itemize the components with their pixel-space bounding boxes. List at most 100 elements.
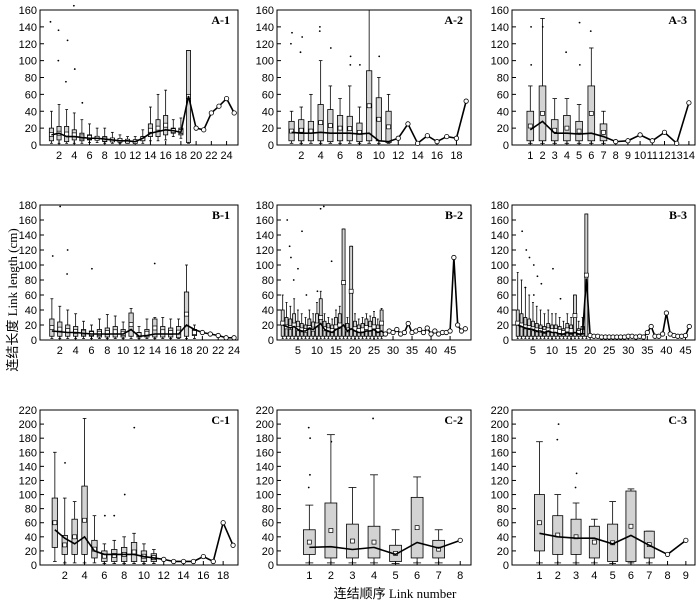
- mean-marker: [541, 111, 545, 115]
- mean-point: [391, 330, 395, 334]
- mean-point: [455, 323, 459, 327]
- y-tick-label: 80: [497, 504, 509, 516]
- x-tick-label: 1: [527, 150, 533, 162]
- outlier-point: [565, 51, 567, 53]
- x-tick-label: 14: [412, 150, 424, 162]
- outlier-point: [58, 29, 60, 31]
- mean-marker: [132, 550, 136, 554]
- y-tick-label: 40: [25, 305, 37, 317]
- mean-point: [202, 128, 206, 132]
- x-tick-label: 15: [330, 345, 342, 357]
- mean-point: [181, 559, 185, 563]
- y-tick-label: 160: [491, 215, 509, 227]
- x-tick-label: 6: [414, 570, 420, 582]
- y-tick-label: 200: [19, 419, 37, 431]
- outlier-point: [52, 255, 54, 257]
- y-tick-label: 120: [19, 39, 37, 51]
- outlier-point: [579, 22, 581, 24]
- y-tick-label: 40: [262, 305, 274, 317]
- x-tick-label: 8: [121, 570, 127, 582]
- mean-marker: [380, 321, 384, 325]
- mean-point: [458, 538, 462, 542]
- x-tick-label: 5: [576, 150, 582, 162]
- y-tick-label: 80: [25, 73, 37, 85]
- x-tick-label: 16: [165, 345, 177, 357]
- y-tick-label: 60: [262, 290, 274, 302]
- outlier-point: [308, 427, 310, 429]
- y-tick-label: 60: [497, 89, 509, 101]
- y-tick-label: 180: [256, 200, 274, 212]
- outlier-point: [319, 26, 321, 28]
- outlier-point: [558, 423, 560, 425]
- mean-point: [660, 332, 664, 336]
- y-tick-label: 180: [256, 433, 274, 445]
- y-tick-label: 220: [256, 405, 274, 417]
- mean-marker: [364, 326, 368, 330]
- outlier-point: [65, 81, 67, 83]
- outlier-point: [290, 257, 292, 259]
- x-tick-label: 8: [104, 345, 110, 357]
- y-tick-label: 140: [256, 461, 274, 473]
- x-tick-label: 25: [368, 345, 380, 357]
- outlier-point: [530, 64, 532, 66]
- x-tick-label: 12: [129, 150, 141, 162]
- y-tick-label: 100: [491, 490, 509, 502]
- mean-marker: [148, 128, 152, 132]
- outlier-point: [540, 283, 542, 285]
- y-tick-label: 100: [19, 56, 37, 68]
- x-tick-label: 2: [328, 570, 334, 582]
- x-tick-label: 30: [387, 345, 399, 357]
- plot-frame: [40, 10, 238, 145]
- x-axis-label: 连结顺序 Link number: [334, 586, 457, 601]
- y-tick-label: 0: [31, 560, 37, 572]
- x-tick-label: 16: [197, 570, 209, 582]
- mean-marker: [53, 521, 57, 525]
- mean-point: [162, 557, 166, 561]
- plot-frame: [40, 205, 238, 340]
- outlier-point: [317, 290, 319, 292]
- y-tick-label: 80: [497, 275, 509, 287]
- x-tick-label: 45: [679, 345, 691, 357]
- x-tick-label: 10: [138, 570, 150, 582]
- outlier-point: [66, 273, 68, 275]
- mean-point: [406, 321, 410, 325]
- outlier-point: [91, 268, 93, 270]
- x-tick-label: 1: [536, 570, 542, 582]
- y-tick-label: 140: [19, 461, 37, 473]
- x-tick-label: 25: [603, 345, 615, 357]
- mean-point: [232, 111, 236, 115]
- outlier-point: [537, 275, 539, 277]
- mean-point: [171, 559, 175, 563]
- outlier-point: [350, 56, 352, 58]
- y-tick-label: 80: [25, 275, 37, 287]
- outlier-point: [291, 32, 293, 34]
- mean-marker: [629, 524, 633, 528]
- x-tick-label: 4: [371, 570, 377, 582]
- mean-point: [208, 332, 212, 336]
- x-tick-label: 14: [177, 570, 189, 582]
- mean-marker: [602, 130, 606, 134]
- panel-title: A-3: [668, 13, 687, 27]
- outlier-point: [590, 30, 592, 32]
- x-tick-label: 10: [373, 150, 385, 162]
- x-tick-label: 2: [555, 570, 561, 582]
- y-tick-label: 160: [256, 5, 274, 17]
- x-tick-label: 7: [600, 150, 606, 162]
- y-tick-label: 40: [497, 106, 509, 118]
- mean-point: [626, 139, 630, 143]
- mean-point: [396, 136, 400, 140]
- outlier-point: [359, 64, 361, 66]
- mean-point: [200, 330, 204, 334]
- mean-point: [425, 326, 429, 330]
- outlier-point: [67, 39, 69, 41]
- y-tick-label: 60: [497, 290, 509, 302]
- mean-point: [687, 101, 691, 105]
- panels-group: 0204060801001201401602 4 6 8 10 12 14 16 18 20 22 2…: [19, 5, 695, 582]
- mean-point: [665, 552, 669, 556]
- mean-marker: [50, 326, 54, 330]
- x-tick-label: 5: [530, 345, 536, 357]
- x-tick-label: 6: [101, 570, 107, 582]
- mean-point: [664, 311, 668, 315]
- y-tick-label: 40: [497, 532, 509, 544]
- outlier-point: [67, 249, 69, 251]
